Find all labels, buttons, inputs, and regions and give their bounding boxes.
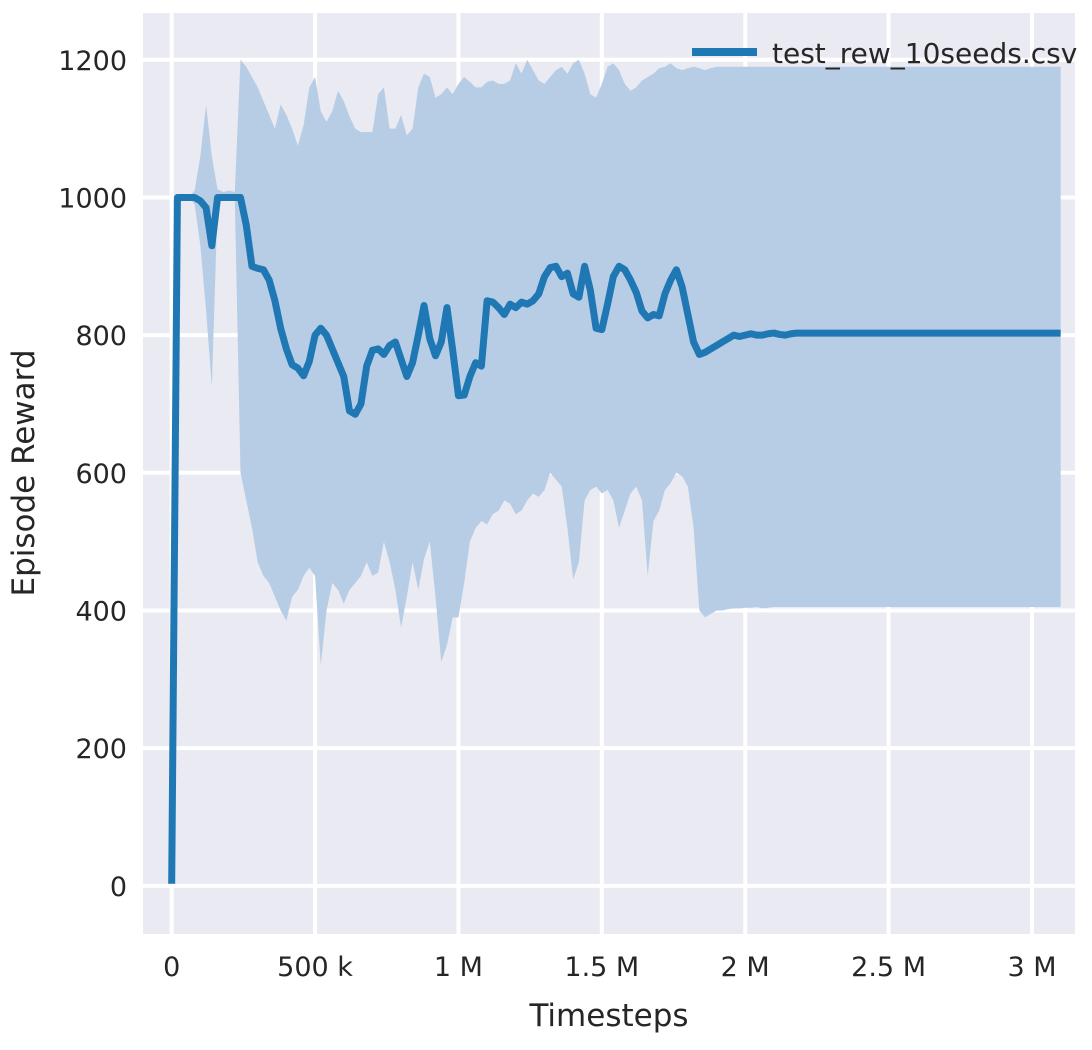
mean-reward-line bbox=[168, 193, 1061, 884]
y-tick-label: 200 bbox=[75, 734, 127, 765]
x-tick-label: 2.5 M bbox=[851, 952, 926, 983]
y-tick-label: 1200 bbox=[58, 46, 127, 77]
x-tick-label: 1 M bbox=[434, 952, 483, 983]
legend-label-test-rew: test_rew_10seeds.csv bbox=[772, 37, 1077, 70]
x-tick-label: 1.5 M bbox=[564, 952, 639, 983]
y-tick-label: 0 bbox=[110, 872, 127, 903]
x-tick-label: 3 M bbox=[1007, 952, 1056, 983]
x-axis-tick-labels: 0 500 k 1 M 1.5 M 2 M 2.5 M 3 M bbox=[163, 952, 1056, 983]
x-axis-title: Timesteps bbox=[528, 998, 688, 1034]
y-tick-label: 600 bbox=[75, 459, 127, 490]
x-tick-label: 500 k bbox=[277, 952, 353, 983]
x-tick-label: 2 M bbox=[721, 952, 770, 983]
y-tick-label: 400 bbox=[75, 596, 127, 627]
chart-legend[interactable]: test_rew_10seeds.csv bbox=[692, 37, 1077, 70]
y-tick-label: 1000 bbox=[58, 183, 127, 214]
y-tick-label: 800 bbox=[75, 321, 127, 352]
y-axis-title: Episode Reward bbox=[6, 349, 42, 596]
y-axis-tick-labels: 0 200 400 600 800 1000 1200 bbox=[58, 46, 127, 903]
x-tick-label: 0 bbox=[163, 952, 180, 983]
confidence-band bbox=[171, 59, 1061, 884]
